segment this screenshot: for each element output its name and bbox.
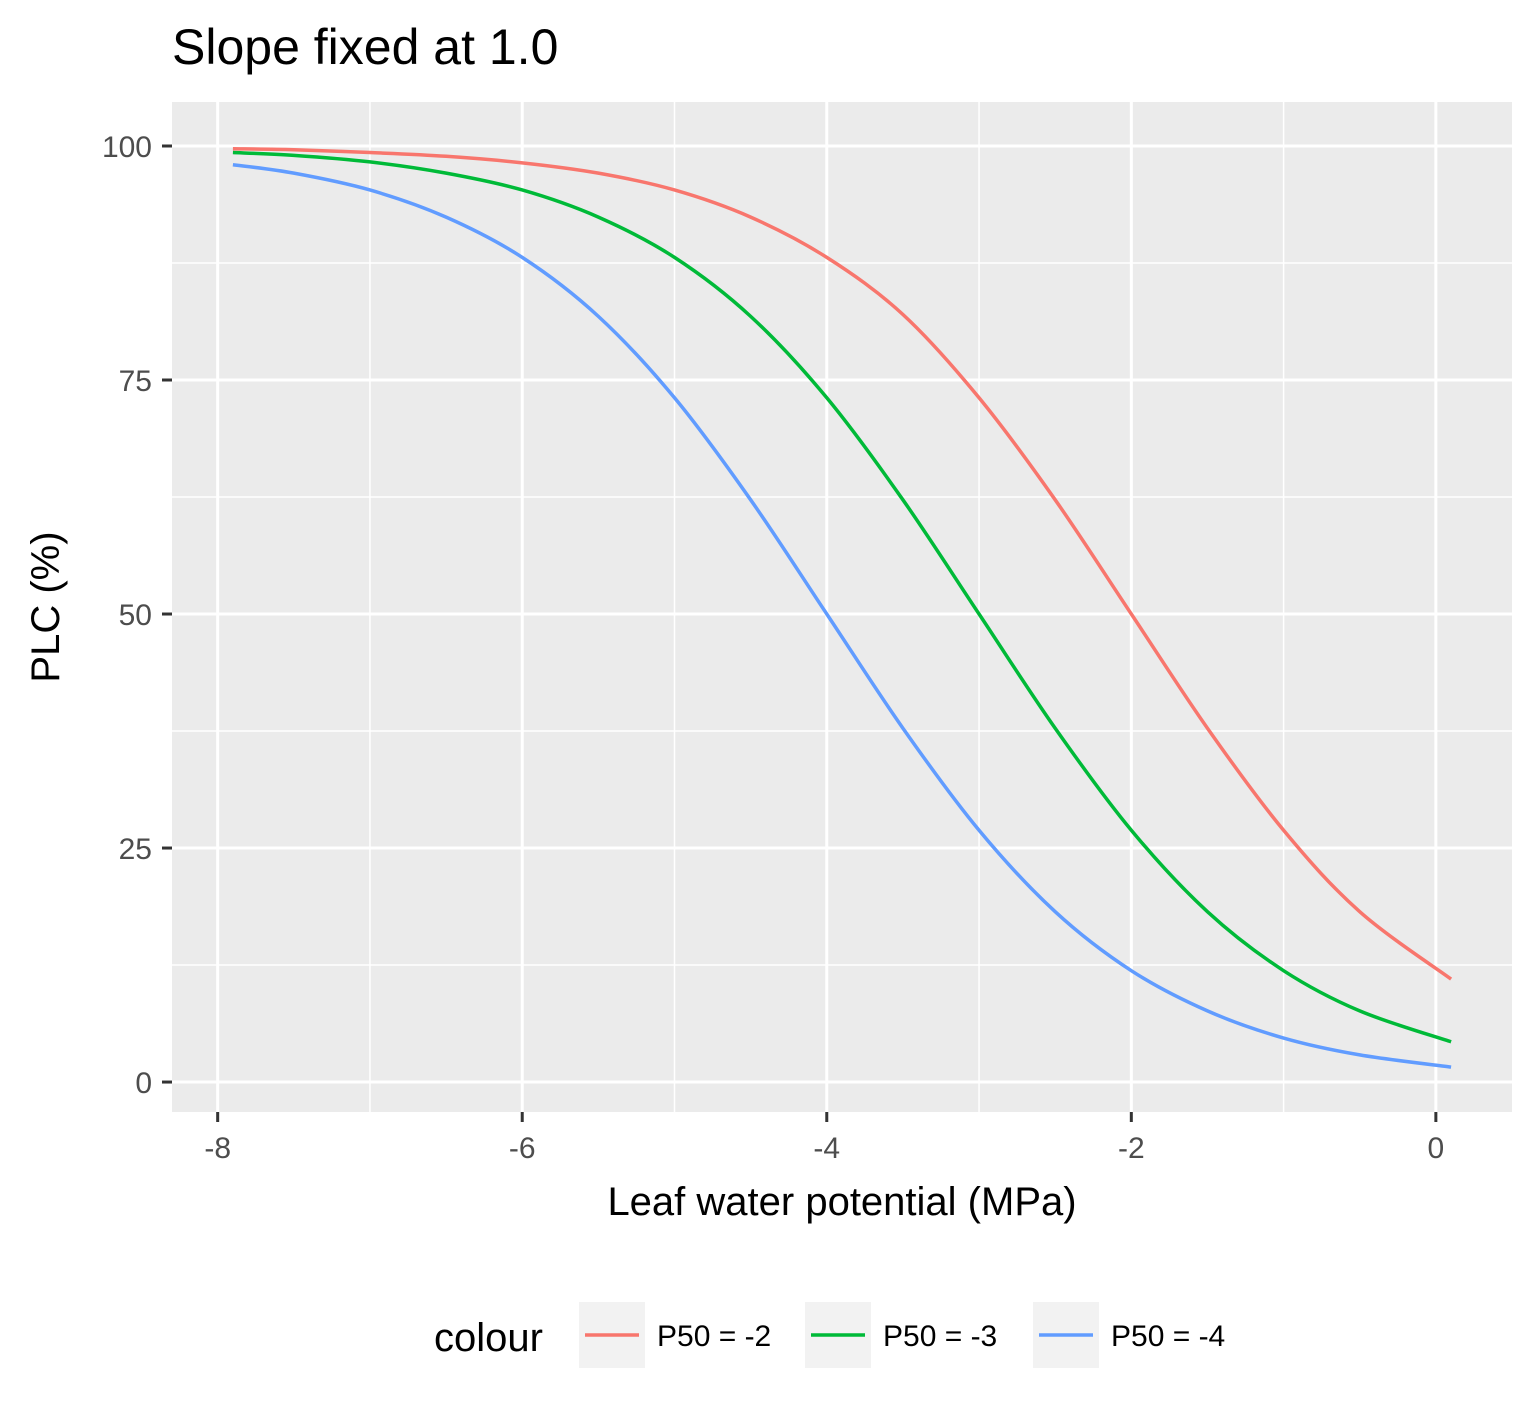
- x-tick-label: -8: [204, 1132, 231, 1165]
- minor-gridlines: [172, 102, 1512, 1112]
- x-tick-label: -6: [509, 1132, 536, 1165]
- series-line: [232, 150, 1452, 1044]
- y-tick-label: 100: [102, 131, 152, 164]
- y-axis: 0 25 50 75 100: [102, 131, 172, 1100]
- chart-title: Slope fixed at 1.0: [172, 19, 558, 75]
- x-axis-title: Leaf water potential (MPa): [607, 1180, 1076, 1224]
- x-tick-label: -2: [1118, 1132, 1145, 1165]
- legend-title: colour: [434, 1316, 543, 1360]
- series-lines: [232, 147, 1453, 1069]
- y-tick-label: 25: [119, 833, 152, 866]
- y-axis-title: PLC (%): [24, 531, 68, 682]
- legend-label: P50 = -2: [657, 1320, 771, 1353]
- y-tick-label: 75: [119, 365, 152, 398]
- legend-label: P50 = -3: [883, 1320, 997, 1353]
- y-tick-label: 50: [119, 599, 152, 632]
- major-gridlines: [172, 102, 1512, 1112]
- legend-label: P50 = -4: [1111, 1320, 1225, 1353]
- series-line: [232, 162, 1452, 1069]
- legend-item: P50 = -2: [579, 1302, 771, 1368]
- legend: colour P50 = -2 P50 = -3 P50 = -4: [434, 1302, 1225, 1368]
- y-tick-label: 0: [135, 1067, 152, 1100]
- x-tick-label: -4: [813, 1132, 840, 1165]
- x-tick-label: 0: [1428, 1132, 1445, 1165]
- x-axis: -8 -6 -4 -2 0: [204, 1112, 1444, 1165]
- plot-panel: [172, 102, 1512, 1112]
- legend-item: P50 = -4: [1033, 1302, 1225, 1368]
- series-line: [232, 147, 1453, 981]
- legend-item: P50 = -3: [805, 1302, 997, 1368]
